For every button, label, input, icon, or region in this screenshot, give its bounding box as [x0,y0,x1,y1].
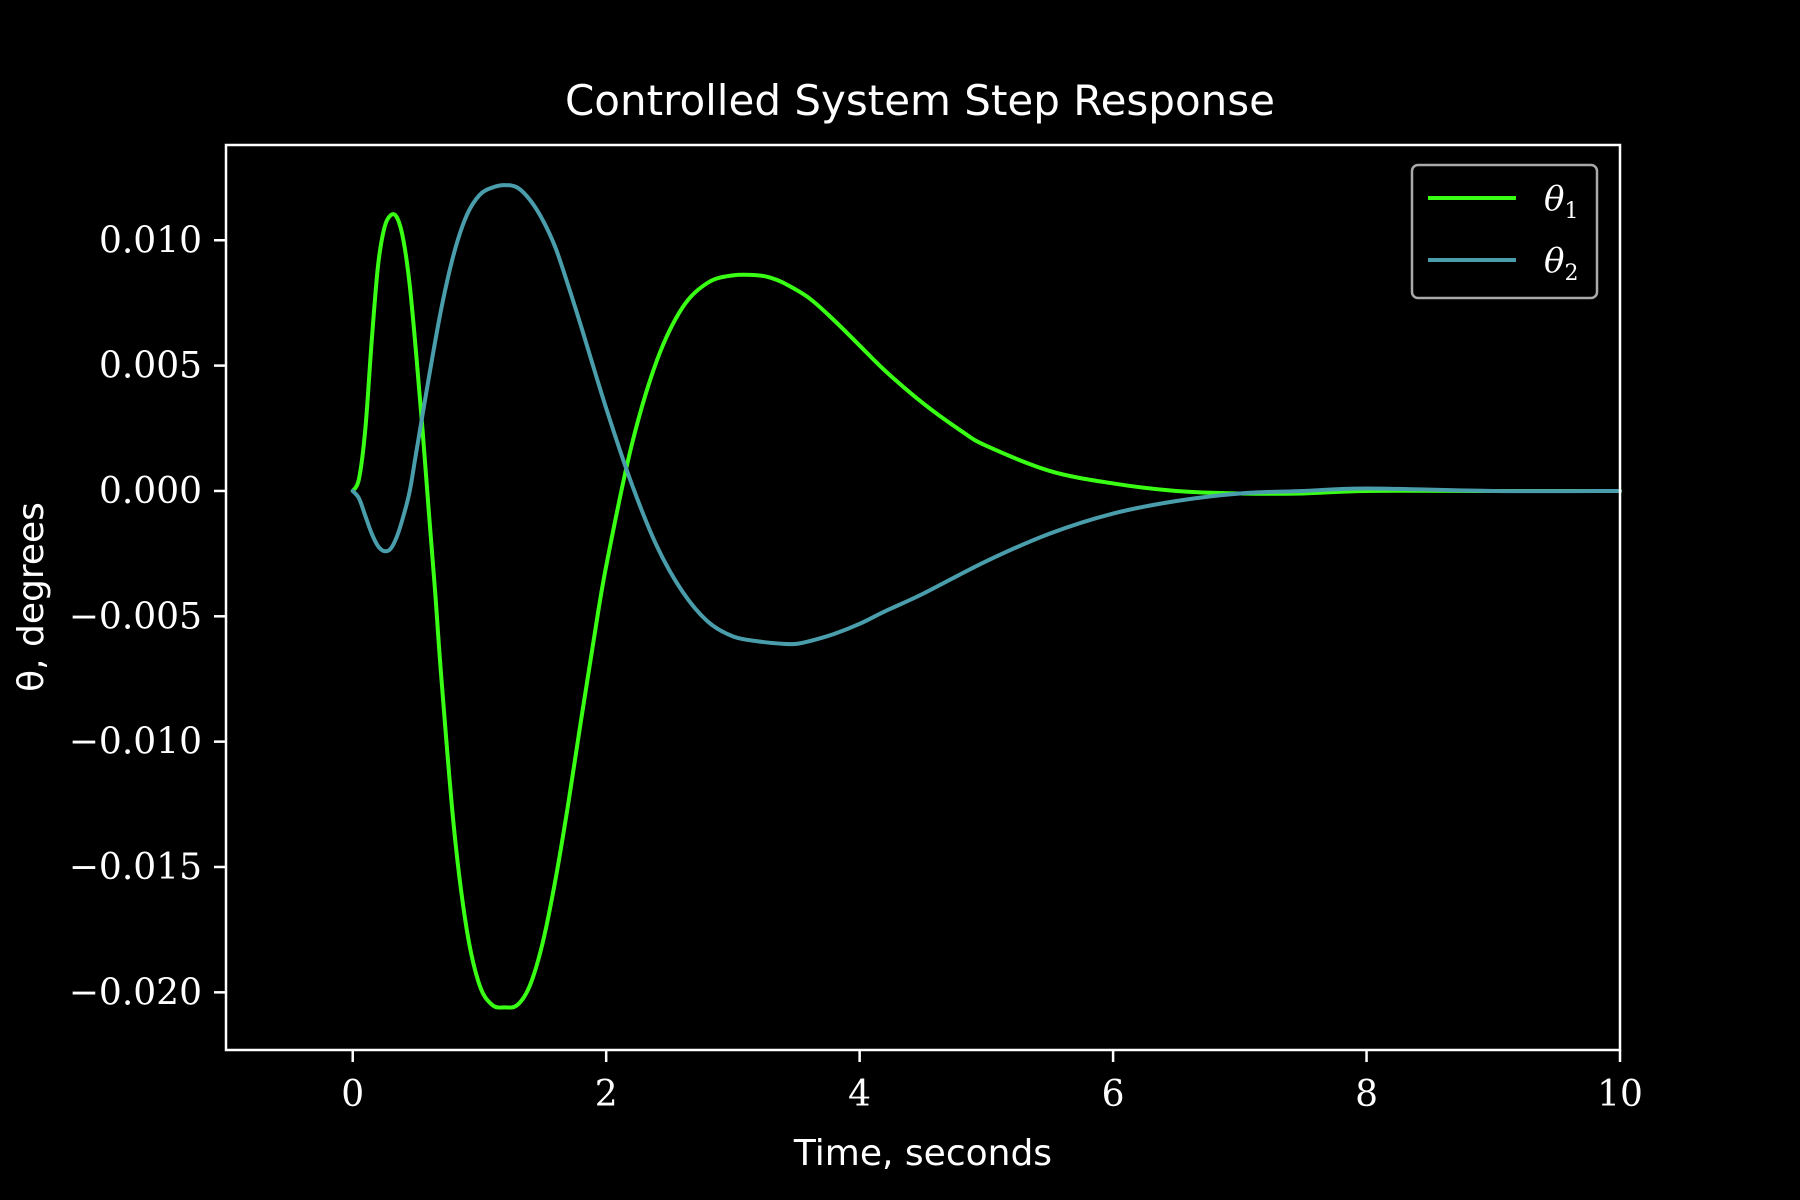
series-line-2 [350,183,1622,647]
x-tick-label: 4 [848,1074,871,1115]
series-layer [350,183,1622,1010]
y-tick-label: −0.015 [69,847,202,888]
x-axis-ticks: 0 2 4 6 8 10 [341,1050,1643,1115]
x-axis-label: Time, seconds [793,1133,1052,1174]
y-tick-label: −0.010 [69,722,202,763]
x-tick-label: 10 [1597,1074,1643,1115]
chart-title: Controlled System Step Response [565,76,1275,125]
legend-label-1: θ1 [1544,179,1578,224]
legend-subscript-1: 1 [1564,199,1578,224]
y-tick-label: 0.005 [99,346,202,387]
y-tick-label: −0.005 [69,596,202,637]
y-axis-label: θ, degrees [11,502,52,692]
x-tick-label: 0 [341,1074,364,1115]
y-tick-label: −0.020 [69,972,202,1013]
y-tick-label: 0.010 [99,220,202,261]
y-axis-ticks: 0.010 0.005 0.000 −0.005 −0.010 −0.015 −0.020 [69,220,226,1013]
x-tick-label: 6 [1102,1074,1125,1115]
x-tick-label: 2 [595,1074,618,1115]
y-tick-label: 0.000 [99,471,202,512]
x-tick-label: 8 [1355,1074,1378,1115]
plot-area-frame [224,143,1622,1052]
series-line-1 [350,212,1622,1010]
legend-subscript-2: 2 [1564,261,1578,286]
